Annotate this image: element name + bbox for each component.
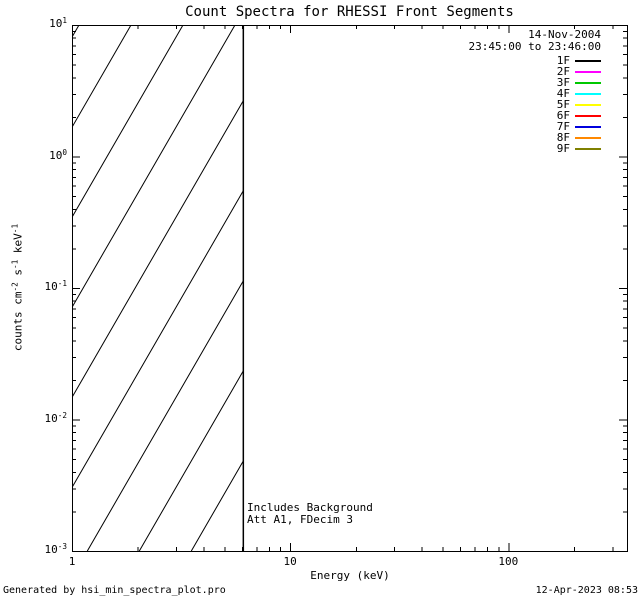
legend-line-swatch xyxy=(575,81,601,84)
y-tick-label: 10-1 xyxy=(44,279,67,293)
legend-line-swatch xyxy=(575,103,601,106)
chart-title: Count Spectra for RHESSI Front Segments xyxy=(185,4,514,20)
footer-timestamp: 12-Apr-2023 08:53 xyxy=(535,585,638,596)
tick-marks xyxy=(72,25,627,552)
legend-line-swatch xyxy=(575,92,601,95)
legend-item: 4F xyxy=(556,87,601,100)
x-axis-label: Energy (keV) xyxy=(310,569,390,582)
legend-label: 5F xyxy=(556,98,570,111)
legend-label: 2F xyxy=(556,65,570,78)
observation-info: 14-Nov-2004 23:45:00 to 23:46:00 xyxy=(469,29,601,53)
y-tick-label: 101 xyxy=(49,16,67,30)
observation-time-range: 23:45:00 to 23:46:00 xyxy=(468,40,601,53)
legend-line-swatch xyxy=(575,59,601,62)
observation-date: 14-Nov-2004 xyxy=(528,28,601,41)
legend-line-swatch xyxy=(575,147,601,150)
hatched-region xyxy=(72,25,244,551)
legend: 1F 2F 3F 4F 5F 6F 7F 8F 9F xyxy=(556,54,601,155)
legend-item: 5F xyxy=(556,98,601,111)
legend-label: 8F xyxy=(556,131,570,144)
annotation-text: Includes Background xyxy=(247,501,373,514)
legend-label: 9F xyxy=(556,142,570,155)
y-tick-label: 10-3 xyxy=(44,542,67,556)
x-tick-label: 100 xyxy=(498,555,519,568)
footer-generator: Generated by hsi_min_spectra_plot.pro xyxy=(3,585,226,596)
legend-label: 7F xyxy=(556,120,570,133)
legend-label: 3F xyxy=(556,76,570,89)
annotation-text: Att A1, FDecim 3 xyxy=(247,512,353,526)
y-tick-label: 100 xyxy=(49,147,67,162)
axes-box xyxy=(72,25,628,552)
legend-label: 6F xyxy=(556,109,570,122)
legend-item: 7F xyxy=(556,120,601,133)
legend-item: 8F xyxy=(556,131,601,144)
legend-item: 2F xyxy=(556,65,601,78)
x-tick-label: 1 xyxy=(68,555,76,568)
legend-item: 3F xyxy=(556,76,601,89)
y-tick-label: 10-2 xyxy=(44,410,67,425)
legend-line-swatch xyxy=(575,70,601,73)
legend-item: 1F xyxy=(556,54,601,67)
legend-line-swatch xyxy=(575,136,601,139)
legend-label: 4F xyxy=(556,87,570,100)
legend-line-swatch xyxy=(575,114,601,117)
plot-annotations: Includes Background Att A1, FDecim 3 xyxy=(247,502,373,525)
legend-item: 9F xyxy=(556,142,601,155)
legend-label: 1F xyxy=(556,54,570,67)
legend-item: 6F xyxy=(556,109,601,122)
x-tick-label: 10 xyxy=(283,555,297,568)
legend-line-swatch xyxy=(575,125,601,128)
